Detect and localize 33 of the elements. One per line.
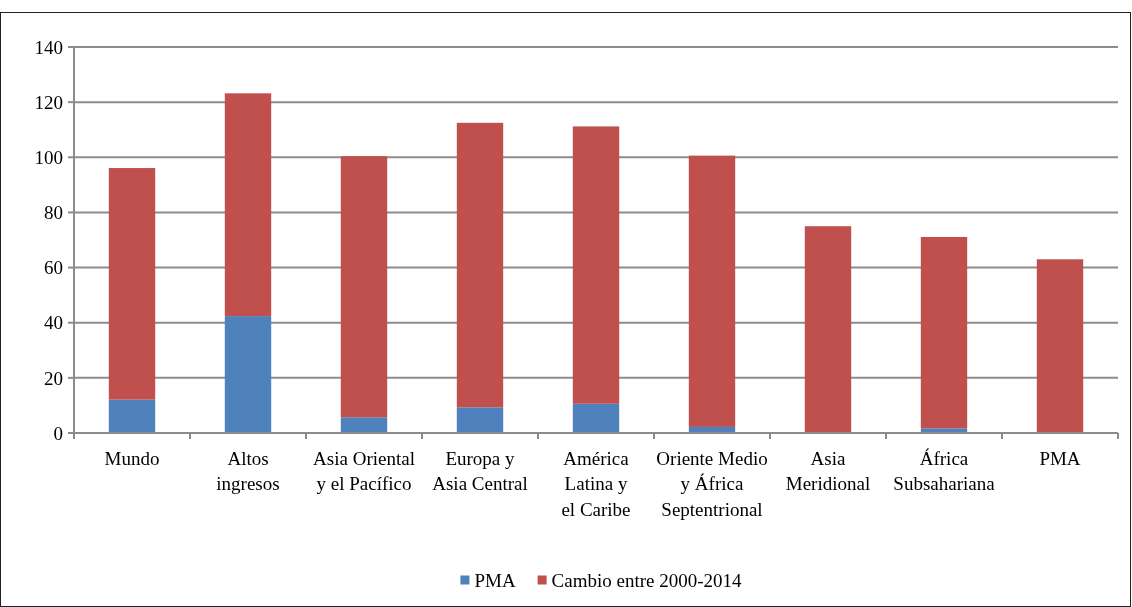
y-tick-label: 120 bbox=[34, 91, 63, 113]
bar bbox=[108, 168, 156, 400]
bar bbox=[340, 417, 388, 433]
y-tick-label: 140 bbox=[34, 36, 63, 58]
bar bbox=[224, 93, 272, 317]
bar bbox=[920, 236, 968, 429]
bar bbox=[804, 226, 852, 433]
x-tick-label: Asia Oriental y el Pacífico bbox=[313, 447, 415, 495]
x-tick-label: Europa y Asia Central bbox=[432, 447, 528, 495]
bar bbox=[224, 316, 272, 433]
y-tick-label: 20 bbox=[44, 367, 63, 389]
bar bbox=[1036, 259, 1084, 433]
x-tick-label: América Latina y el Caribe bbox=[561, 447, 631, 520]
bar bbox=[340, 156, 388, 418]
x-tick-label: Oriente Medio y África Septentrional bbox=[656, 447, 768, 520]
x-tick-label: Mundo bbox=[104, 447, 160, 469]
x-tick-label: PMA bbox=[1039, 447, 1081, 469]
y-tick-label: 40 bbox=[44, 312, 63, 334]
x-tick-label: Asia Meridional bbox=[785, 447, 871, 495]
x-tick-label: Altos ingresos bbox=[216, 447, 280, 495]
legend-label: PMA bbox=[474, 569, 516, 591]
y-tick-label: 60 bbox=[44, 257, 63, 279]
y-tick-label: 80 bbox=[44, 202, 63, 224]
y-tick-label: 100 bbox=[34, 146, 63, 168]
bar bbox=[572, 403, 620, 433]
x-tick-label: África Subsahariana bbox=[893, 447, 996, 495]
bar bbox=[572, 126, 620, 404]
y-tick-label: 0 bbox=[53, 422, 63, 444]
bar bbox=[108, 399, 156, 433]
bar bbox=[456, 407, 504, 433]
bar bbox=[456, 122, 504, 408]
bar bbox=[688, 155, 736, 427]
legend-label: Cambio entre 2000-2014 bbox=[551, 569, 743, 591]
